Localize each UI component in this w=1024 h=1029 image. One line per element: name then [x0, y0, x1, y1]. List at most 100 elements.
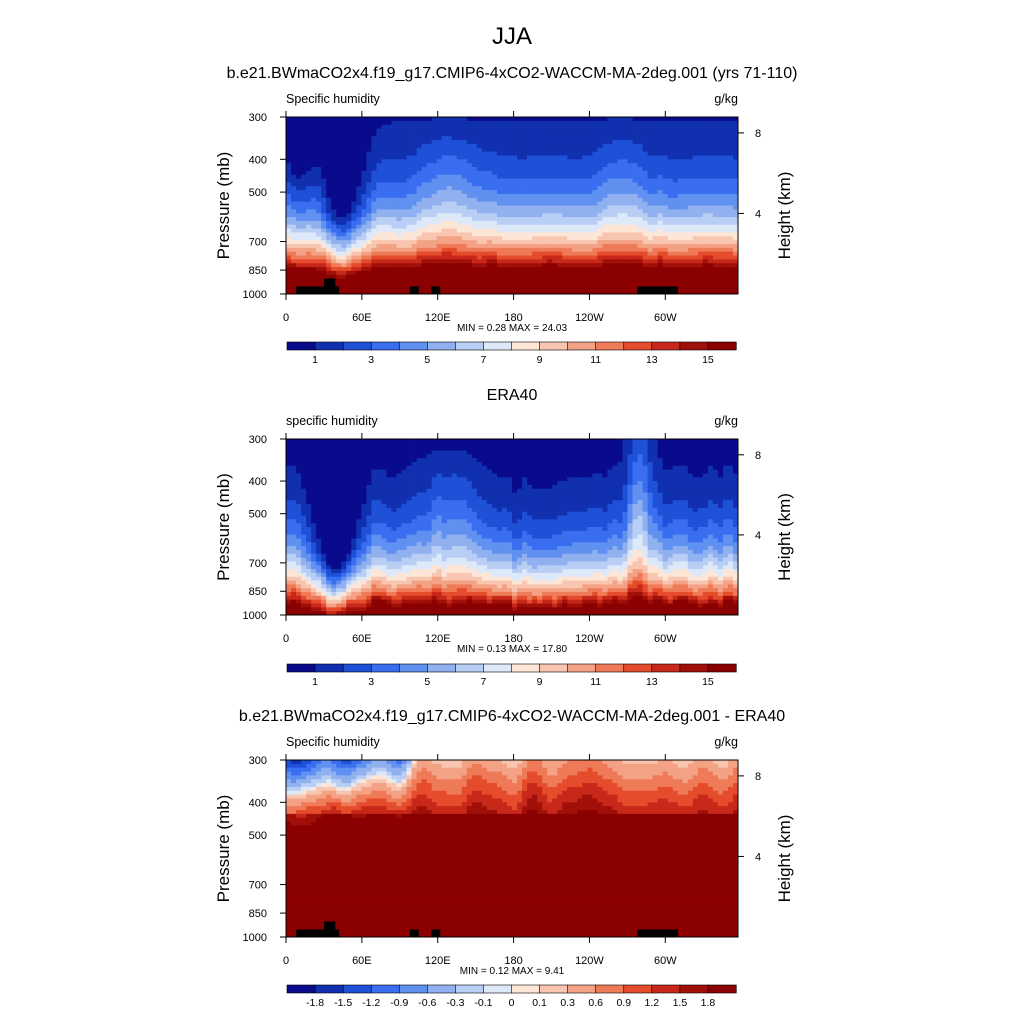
- contour-cell: [412, 271, 417, 275]
- contour-cell: [371, 148, 376, 152]
- contour-cell: [341, 256, 346, 260]
- contour-cell: [376, 232, 381, 236]
- contour-cell: [527, 129, 532, 133]
- contour-cell: [442, 462, 447, 466]
- contour-cell: [622, 140, 627, 144]
- contour-cell: [713, 458, 718, 462]
- contour-cell: [341, 167, 346, 171]
- contour-cell: [678, 236, 683, 240]
- contour-cell: [417, 186, 422, 190]
- contour-cell: [376, 175, 381, 179]
- contour-cell: [472, 256, 477, 260]
- contour-cell: [592, 236, 597, 240]
- contour-cell: [457, 244, 462, 248]
- contour-cell: [341, 198, 346, 202]
- contour-cell: [728, 443, 733, 447]
- contour-cell: [597, 458, 602, 462]
- contour-cell: [572, 275, 577, 279]
- contour-cell: [492, 286, 497, 290]
- contour-cell: [607, 182, 612, 186]
- contour-cell: [452, 259, 457, 263]
- contour-cell: [597, 171, 602, 175]
- contour-cell: [321, 171, 326, 175]
- contour-cell: [336, 232, 341, 236]
- contour-cell: [708, 240, 713, 244]
- contour-cell: [472, 221, 477, 225]
- contour-cell: [557, 125, 562, 129]
- contour-cell: [602, 121, 607, 125]
- contour-cell: [612, 229, 617, 233]
- contour-cell: [663, 225, 668, 229]
- contour-cell: [688, 194, 693, 198]
- contour-cell: [321, 240, 326, 244]
- contour-cell: [321, 121, 326, 125]
- contour-cell: [577, 256, 582, 260]
- contour-cell: [602, 279, 607, 283]
- contour-cell: [341, 132, 346, 136]
- contour-cell: [607, 454, 612, 458]
- contour-cell: [607, 248, 612, 252]
- contour-cell: [607, 179, 612, 183]
- contour-cell: [612, 159, 617, 163]
- contour-cell: [487, 175, 492, 179]
- contour-cell: [291, 209, 296, 213]
- contour-cell: [512, 186, 517, 190]
- y2-axis-title: Height (km): [775, 172, 794, 260]
- contour-cell: [537, 282, 542, 286]
- contour-cell: [331, 209, 336, 213]
- contour-cell: [653, 117, 658, 121]
- contour-cell: [577, 259, 582, 263]
- contour-cell: [703, 190, 708, 194]
- contour-cell: [688, 213, 693, 217]
- contour-cell: [296, 121, 301, 125]
- contour-cell: [698, 129, 703, 133]
- contour-cell: [492, 159, 497, 163]
- contour-cell: [502, 458, 507, 462]
- contour-cell: [286, 136, 291, 140]
- contour-cell: [628, 167, 633, 171]
- contour-cell: [447, 470, 452, 474]
- contour-cell: [512, 252, 517, 256]
- contour-cell: [698, 163, 703, 167]
- contour-cell: [572, 159, 577, 163]
- contour-cell: [452, 132, 457, 136]
- contour-cell: [502, 152, 507, 156]
- contour-cell: [472, 236, 477, 240]
- contour-cell: [567, 439, 572, 443]
- contour-cell: [487, 454, 492, 458]
- contour-cell: [582, 275, 587, 279]
- contour-cell: [582, 271, 587, 275]
- contour-cell: [432, 217, 437, 221]
- contour-cell: [311, 136, 316, 140]
- contour-cell: [658, 117, 663, 121]
- contour-cell: [381, 275, 386, 279]
- contour-cell: [371, 225, 376, 229]
- contour-cell: [371, 462, 376, 466]
- contour-cell: [673, 202, 678, 206]
- contour-cell: [306, 252, 311, 256]
- contour-cell: [386, 263, 391, 267]
- contour-cell: [703, 175, 708, 179]
- contour-cell: [633, 148, 638, 152]
- contour-cell: [698, 282, 703, 286]
- contour-cell: [658, 462, 663, 466]
- contour-cell: [366, 439, 371, 443]
- contour-cell: [653, 221, 658, 225]
- contour-cell: [492, 263, 497, 267]
- contour-cell: [487, 240, 492, 244]
- contour-cell: [467, 152, 472, 156]
- contour-cell: [552, 129, 557, 133]
- contour-cell: [607, 267, 612, 271]
- contour-cell: [462, 225, 467, 229]
- contour-cell: [316, 454, 321, 458]
- contour-cell: [452, 117, 457, 121]
- contour-cell: [311, 439, 316, 443]
- contour-cell: [412, 198, 417, 202]
- contour-cell: [517, 206, 522, 210]
- contour-cell: [417, 167, 422, 171]
- contour-cell: [422, 190, 427, 194]
- contour-cell: [547, 229, 552, 233]
- contour-cell: [552, 171, 557, 175]
- contour-cell: [432, 144, 437, 148]
- contour-cell: [602, 159, 607, 163]
